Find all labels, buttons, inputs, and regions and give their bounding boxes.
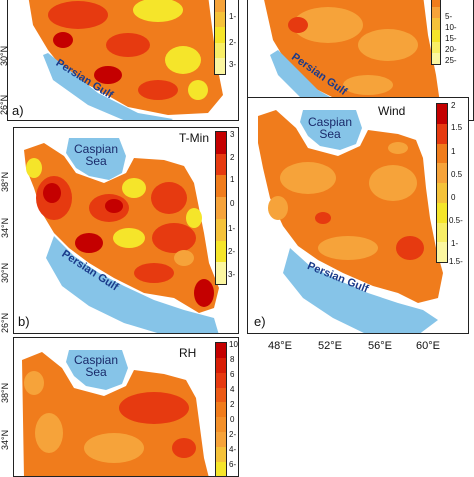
colorbar-d-label: 5- (445, 12, 453, 21)
colorbar-e-label: 1.5 (451, 123, 463, 132)
colorbar-c-label: 2 (230, 400, 235, 409)
colorbar-d-label: 25- (445, 56, 457, 65)
panel-c: Caspian Sea RH 10 8 6 4 2 0 2- 4- 6- (13, 337, 239, 477)
panel-letter-b: b) (18, 314, 30, 329)
colorbar-b-label: 3 (230, 130, 235, 139)
panel-title-e: Wind (378, 104, 406, 118)
lon-label: 60°E (416, 340, 440, 352)
colorbar-e-label: 0.5 (451, 170, 463, 179)
caspian-label-c: Caspian Sea (73, 353, 119, 379)
colorbar-b-label: 2- (228, 247, 236, 256)
map-b (14, 128, 238, 333)
colorbar-e-label: 1.5- (449, 257, 463, 266)
colorbar-c-label: 2- (229, 430, 237, 439)
colorbar-d-label: 10- (445, 23, 457, 32)
colorbar-e-label: 0 (451, 193, 456, 202)
lat-label-a: 30°N (0, 45, 9, 66)
colorbar-b-label: 1- (228, 224, 236, 233)
colorbar-a (214, 0, 226, 75)
map-e (248, 98, 468, 333)
colorbar-b (215, 131, 227, 285)
panel-letter-e: e) (254, 314, 266, 329)
colorbar-b-label: 0 (230, 199, 235, 208)
colorbar-b-label: 3- (228, 270, 236, 279)
lon-label: 52°E (318, 340, 342, 352)
lat-label-b: 34°N (0, 217, 10, 238)
colorbar-e-label: 2 (451, 101, 456, 110)
panel-e: Caspian Sea Persian Gulf e) Wind 2 1.5 1… (247, 97, 469, 334)
colorbar-e (436, 103, 448, 263)
colorbar-e-label: 1 (451, 147, 456, 156)
lat-label-b: 38°N (0, 171, 10, 192)
colorbar-c (215, 342, 227, 476)
lat-label-c: 34°N (0, 429, 10, 450)
colorbar-e-label: 1- (451, 239, 459, 248)
colorbar-a-label: 2- (229, 38, 237, 47)
lon-label: 48°E (268, 340, 292, 352)
colorbar-c-label: 6- (229, 460, 237, 469)
colorbar-a-label: 1- (229, 12, 237, 21)
panel-letter-a: a) (12, 103, 24, 118)
colorbar-b-label: 2 (230, 153, 235, 162)
colorbar-c-label: 4- (229, 445, 237, 454)
panel-b: Caspian Sea Persian Gulf b) T-Min 3 2 1 … (13, 127, 239, 334)
map-a (8, 0, 238, 120)
colorbar-b-label: 1 (230, 175, 235, 184)
colorbar-c-label: 0 (230, 415, 235, 424)
colorbar-c-label: 8 (230, 355, 235, 364)
panel-title-c: RH (179, 346, 197, 360)
colorbar-c-label: 4 (230, 385, 235, 394)
caspian-label-b: Caspian Sea (73, 142, 119, 168)
colorbar-c-label: 10 (229, 340, 238, 349)
caspian-label-e: Caspian Sea (307, 115, 353, 141)
colorbar-a-label: 3- (229, 60, 237, 69)
colorbar-c-label: 6 (230, 370, 235, 379)
colorbar-d (431, 0, 441, 65)
colorbar-e-label: 0.5- (449, 216, 463, 225)
lat-label-c: 38°N (0, 382, 10, 403)
colorbar-d-label: 20- (445, 45, 457, 54)
panel-a: Persian Gulf a) 1- 2- 3- (7, 0, 239, 121)
colorbar-d-label: 15- (445, 34, 457, 43)
panel-title-b: T-Min (179, 131, 209, 145)
lat-label-a: 26°N (0, 94, 9, 115)
lon-label: 56°E (368, 340, 392, 352)
lat-label-b: 30°N (0, 262, 10, 283)
lat-label-b: 26°N (0, 312, 10, 333)
map-c (14, 338, 238, 476)
